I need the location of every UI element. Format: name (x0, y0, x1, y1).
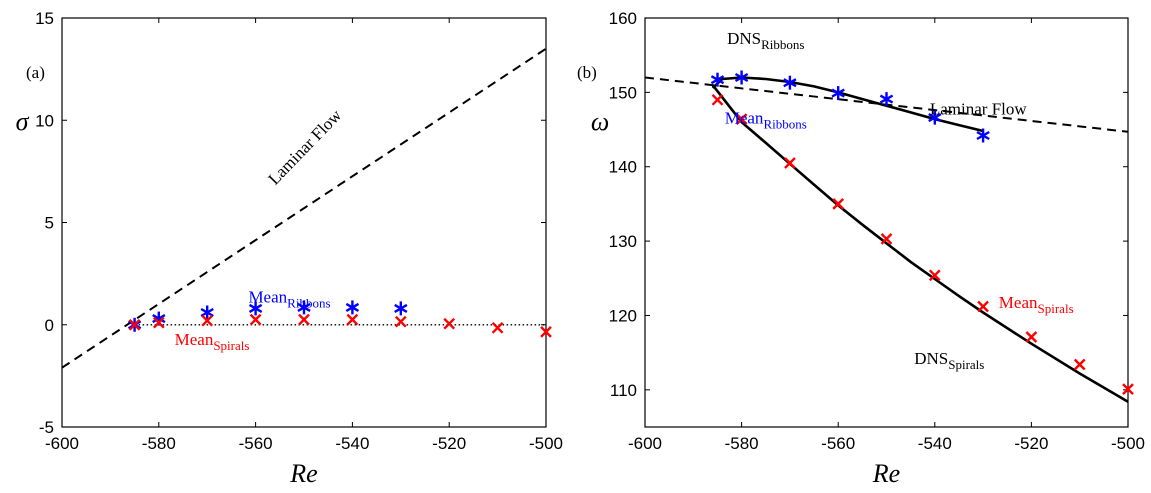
series-mean-ribbons-point (928, 110, 942, 125)
annotation-dns-ribbons: DNSRibbons (727, 29, 804, 52)
x-tick-label: -540 (335, 434, 369, 453)
series-laminar-flow-line (62, 47, 546, 369)
x-tick-label: -580 (142, 434, 176, 453)
series-mean-ribbons-point (248, 301, 263, 316)
y-axis-label: σ (16, 107, 30, 136)
y-tick-label: 130 (609, 232, 637, 251)
y-tick-label: 150 (609, 83, 637, 102)
series-mean-spirals-point (443, 317, 456, 330)
annotation-laminar-flow: Laminar Flow (930, 100, 1028, 119)
series-mean-spirals-point (1025, 331, 1038, 343)
y-tick-label: 160 (609, 9, 637, 28)
series-mean-spirals-point (1073, 358, 1086, 371)
x-tick-label: -520 (1014, 434, 1048, 453)
series-mean-spirals-point (832, 198, 845, 210)
chart-panel-2: -600 -580 -560 -540 -520 -500 110 120 130 140 150 1… (577, 9, 1145, 488)
series-mean-spirals-point (540, 326, 552, 338)
annotation-laminar-flow: Laminar Flow (264, 105, 345, 188)
series-mean-ribbons-point (394, 301, 408, 316)
series-mean-ribbons-point (734, 70, 749, 85)
series-mean-spirals-point (880, 233, 893, 245)
series-mean-ribbons-point (710, 72, 725, 87)
x-axis-label: Re (872, 459, 900, 488)
x-tick-label: -560 (821, 434, 855, 453)
x-tick-label: -560 (239, 434, 273, 453)
series-mean-spirals-point (735, 113, 748, 125)
series-mean-ribbons-point (783, 75, 797, 90)
annotation-mean-spirals: MeanSpirals (999, 293, 1074, 316)
x-tick-label: -580 (725, 434, 759, 453)
series-mean-ribbons-point (831, 86, 845, 101)
x-tick-label: -600 (45, 434, 79, 453)
y-tick-label: 10 (35, 111, 54, 130)
series-mean-spirals-point (784, 157, 796, 169)
y-tick-label: 140 (609, 158, 637, 177)
annotation-dns-spirals: DNSSpirals (914, 349, 984, 372)
series-dns-spirals-line (711, 84, 1128, 403)
axes-frame (61, 17, 547, 428)
y-tick-label: 15 (35, 9, 54, 28)
y-tick-label: 5 (45, 214, 54, 233)
series-mean-spirals-point (128, 318, 141, 331)
series-mean-spirals-point (249, 313, 262, 326)
series-mean-spirals-point (298, 313, 310, 326)
series-mean-spirals-point (977, 300, 989, 313)
series-mean-spirals-point (491, 321, 504, 334)
y-axis-label: ω (591, 107, 609, 136)
x-axis-label: Re (289, 459, 317, 488)
series-mean-ribbons-point (879, 92, 894, 107)
series-mean-ribbons-point (976, 128, 990, 143)
y-tick-label: 0 (45, 316, 54, 335)
x-tick-label: -600 (628, 434, 662, 453)
series-mean-ribbons-point (200, 305, 214, 320)
series-mean-spirals-point (201, 314, 214, 327)
series-mean-spirals-point (928, 269, 941, 282)
series-mean-spirals-point (1122, 383, 1134, 395)
y-tick-label: -5 (39, 418, 54, 437)
panel-label: (a) (26, 63, 45, 82)
x-tick-label: -520 (432, 434, 466, 453)
y-tick-label: 120 (609, 306, 637, 325)
annotation-mean-spirals: MeanSpirals (175, 330, 250, 353)
annotation-mean-ribbons: MeanRibbons (725, 109, 807, 132)
axes-frame (644, 17, 1129, 428)
series-mean-spirals-point (346, 313, 359, 326)
series-mean-spirals-point (711, 93, 724, 106)
panel-label: (b) (577, 63, 597, 82)
annotation-mean-ribbons: MeanRibbons (248, 287, 330, 310)
y-tick-label: 110 (610, 381, 637, 400)
x-tick-label: -500 (1111, 434, 1145, 453)
x-tick-label: -540 (918, 434, 952, 453)
series-mean-ribbons-point (297, 300, 311, 315)
series-mean-spirals-point (394, 315, 407, 328)
series-mean-ribbons-point (345, 300, 360, 315)
chart-panel-1: -600 -580 -560 -540 -520 -500 -5 0 5 10 15 Re σ (a) La… (16, 9, 563, 488)
series-mean-spirals-point (152, 316, 165, 329)
x-tick-label: -500 (529, 434, 563, 453)
